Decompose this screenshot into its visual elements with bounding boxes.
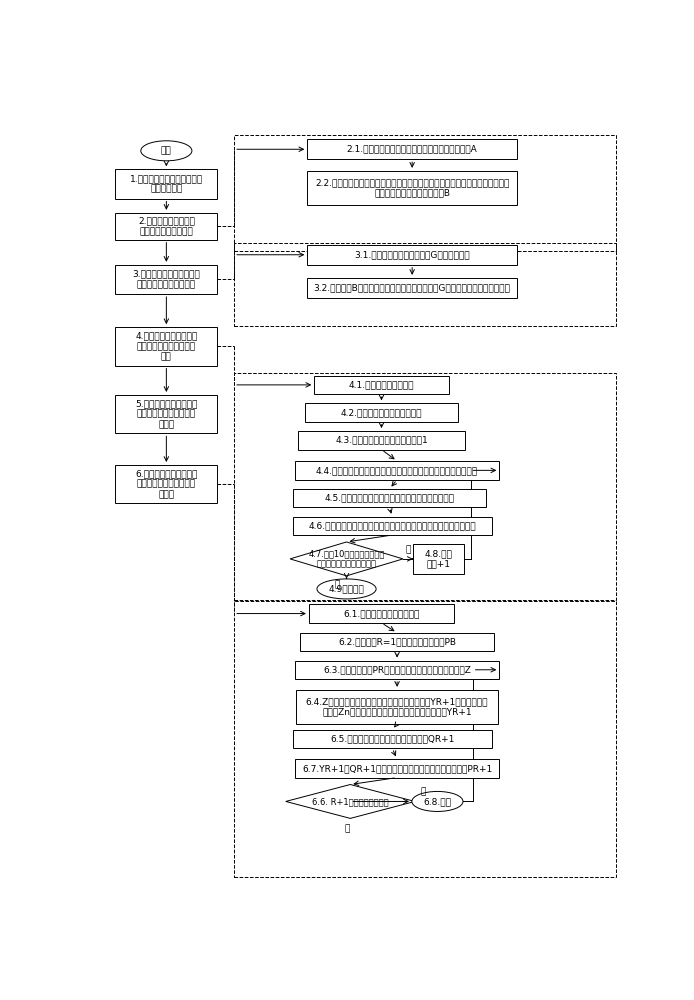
FancyBboxPatch shape: [115, 265, 217, 294]
FancyBboxPatch shape: [305, 403, 458, 422]
Polygon shape: [286, 785, 415, 818]
Text: 6.3.对得到的种群PR进行快速非支配排序生成非支配集Z: 6.3.对得到的种群PR进行快速非支配排序生成非支配集Z: [323, 665, 471, 674]
FancyBboxPatch shape: [307, 139, 517, 159]
Text: 4.4.计算每个粒子的适应度值，得到局部最优位置和全局最优位置: 4.4.计算每个粒子的适应度值，得到局部最优位置和全局最优位置: [316, 466, 478, 475]
Text: 6.6. R+1大于规定的最大值: 6.6. R+1大于规定的最大值: [312, 797, 389, 806]
Text: 否: 否: [405, 545, 411, 554]
FancyBboxPatch shape: [309, 604, 454, 623]
FancyBboxPatch shape: [413, 544, 464, 574]
Text: 4.3.产生初始种群，进化代数记为1: 4.3.产生初始种群，进化代数记为1: [335, 436, 428, 445]
Text: 6.7.YR+1与QR+1合并形成大小为种群大小两倍的新种群PR+1: 6.7.YR+1与QR+1合并形成大小为种群大小两倍的新种群PR+1: [302, 764, 492, 773]
Text: 4.2.确定算法需要的参数和变量: 4.2.确定算法需要的参数和变量: [341, 408, 422, 417]
Text: 6.8.结束: 6.8.结束: [423, 797, 451, 806]
Text: 2.抽取出任务之间的关
系，建立任务约束矩阵: 2.抽取出任务之间的关 系，建立任务约束矩阵: [138, 217, 195, 236]
FancyBboxPatch shape: [307, 171, 517, 205]
Text: 6.4.Z中集合按照等级高低依次加入新的父代种群YR+1中，对于同一
个集合Zn中的个体，比较拥挤度，拥挤度高的进入YR+1: 6.4.Z中集合按照等级高低依次加入新的父代种群YR+1中，对于同一 个集合Zn…: [306, 697, 489, 716]
FancyBboxPatch shape: [295, 661, 499, 679]
FancyBboxPatch shape: [115, 395, 217, 433]
Text: 6.把任务在测试设备上的
调度问题转化为多目标优
化问题: 6.把任务在测试设备上的 调度问题转化为多目标优 化问题: [135, 469, 198, 499]
FancyBboxPatch shape: [301, 633, 494, 651]
Text: 1.确定和分析测试任务，明确
被测参数对象: 1.确定和分析测试任务，明确 被测参数对象: [130, 174, 203, 194]
Text: 3.1.每个任务中转化为无向图G中的一个节点: 3.1.每个任务中转化为无向图G中的一个节点: [355, 250, 470, 259]
Text: 4.5.根据局部最优位置和全局最优位置更新粒子位置: 4.5.根据局部最优位置和全局最优位置更新粒子位置: [325, 494, 455, 503]
FancyBboxPatch shape: [293, 517, 492, 535]
Polygon shape: [290, 542, 403, 576]
Text: 是: 是: [335, 581, 339, 590]
FancyBboxPatch shape: [293, 489, 486, 507]
Text: 是: 是: [345, 824, 350, 833]
FancyBboxPatch shape: [298, 431, 465, 450]
Text: 6.2.进化代数R=1，随机生成初始种群PB: 6.2.进化代数R=1，随机生成初始种群PB: [338, 638, 456, 647]
Text: 4.8.进化
代数+1: 4.8.进化 代数+1: [425, 549, 452, 569]
FancyBboxPatch shape: [115, 465, 217, 503]
FancyBboxPatch shape: [115, 327, 217, 366]
FancyBboxPatch shape: [115, 213, 217, 240]
FancyBboxPatch shape: [307, 245, 517, 265]
FancyBboxPatch shape: [295, 759, 499, 778]
Text: 4.9迭代结束: 4.9迭代结束: [329, 584, 364, 593]
Ellipse shape: [317, 579, 376, 599]
Text: 2.1.读取任务的时序关系，建立任务时序关系矩阵A: 2.1.读取任务的时序关系，建立任务时序关系矩阵A: [347, 145, 477, 154]
FancyBboxPatch shape: [295, 461, 499, 480]
Text: 3.2.读取矩阵B，若两个任务之间有冲突关系，则G中代表任务的节点间有连边: 3.2.读取矩阵B，若两个任务之间有冲突关系，则G中代表任务的节点间有连边: [314, 283, 511, 292]
Ellipse shape: [412, 791, 463, 811]
Text: 6.5.交叉、变异操作生成新的子代种群QR+1: 6.5.交叉、变异操作生成新的子代种群QR+1: [330, 735, 455, 744]
Text: 4.1.确定编码和目标函数: 4.1.确定编码和目标函数: [349, 380, 414, 389]
Text: 开始: 开始: [161, 146, 171, 155]
Text: 否: 否: [420, 788, 425, 797]
FancyBboxPatch shape: [115, 169, 217, 199]
Text: 4.使用粒子群结合模拟退
火的算法求解图最小染色
问题: 4.使用粒子群结合模拟退 火的算法求解图最小染色 问题: [135, 331, 198, 361]
Text: 5.把任务在测试设备上的
调度问题转化为多目标优
化问题: 5.把任务在测试设备上的 调度问题转化为多目标优 化问题: [135, 399, 198, 429]
Ellipse shape: [141, 141, 192, 161]
Text: 4.7.连续10代最优解不变或者
进化代数大于规定的最大值: 4.7.连续10代最优解不变或者 进化代数大于规定的最大值: [308, 549, 384, 569]
FancyBboxPatch shape: [314, 376, 449, 394]
FancyBboxPatch shape: [307, 278, 517, 298]
Text: 6.1.确定算法编码、解码规则: 6.1.确定算法编码、解码规则: [344, 609, 420, 618]
FancyBboxPatch shape: [293, 730, 492, 748]
Text: 3.把任务分组调度问题转化
为图的顺序最小着色问题: 3.把任务分组调度问题转化 为图的顺序最小着色问题: [133, 270, 201, 289]
Text: 4.6.比较粒子新旧位置适应度值的变化，以一定概率接受较差的新值: 4.6.比较粒子新旧位置适应度值的变化，以一定概率接受较差的新值: [308, 521, 476, 530]
Text: 2.2.读取任务中各指令修改被测参数情况，根据时间间隔不等式计算出有竞争关
系的任务，建立资源冲突矩阵B: 2.2.读取任务中各指令修改被测参数情况，根据时间间隔不等式计算出有竞争关 系的…: [315, 178, 509, 197]
FancyBboxPatch shape: [296, 690, 498, 724]
